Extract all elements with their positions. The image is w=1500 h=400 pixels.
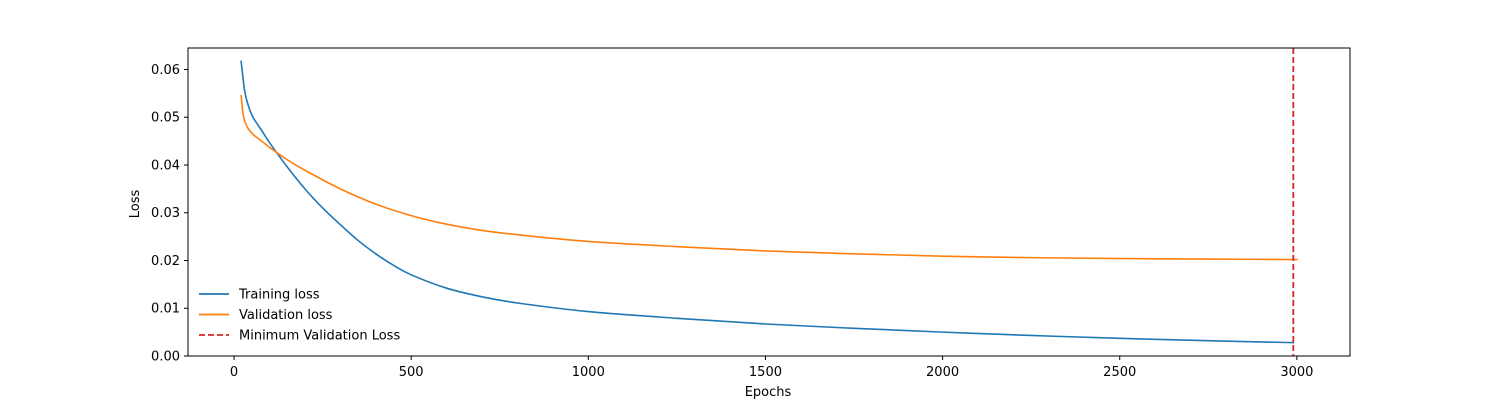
x-tick-label: 1500 [749,365,782,380]
plot-frame [187,47,1351,357]
legend-label: Training loss [238,288,320,303]
x-tick-label: 500 [399,365,424,380]
x-tick-label: 1000 [572,365,605,380]
legend-label: Minimum Validation Loss [239,329,400,344]
y-tick-label: 0.00 [151,350,180,365]
validation-loss-line [240,94,1298,261]
x-tick-label: 0 [230,365,238,380]
y-tick-label: 0.03 [151,206,180,221]
y-tick-label: 0.04 [151,158,180,173]
legend: Training loss Validation loss Minimum Vali… [199,288,400,344]
x-tick-label: 2500 [1103,365,1136,380]
y-axis-title: Loss [128,190,143,219]
x-tick-label: 3000 [1280,365,1313,380]
training-loss-line [240,60,1295,344]
y-tick-label: 0.02 [151,254,180,269]
x-tick-label: 2000 [926,365,959,380]
y-tick-label: 0.01 [151,302,180,317]
x-axis-title: Epochs [745,385,792,400]
y-tick-label: 0.06 [151,63,180,78]
legend-label: Validation loss [239,308,333,323]
y-tick-label: 0.05 [151,111,180,126]
